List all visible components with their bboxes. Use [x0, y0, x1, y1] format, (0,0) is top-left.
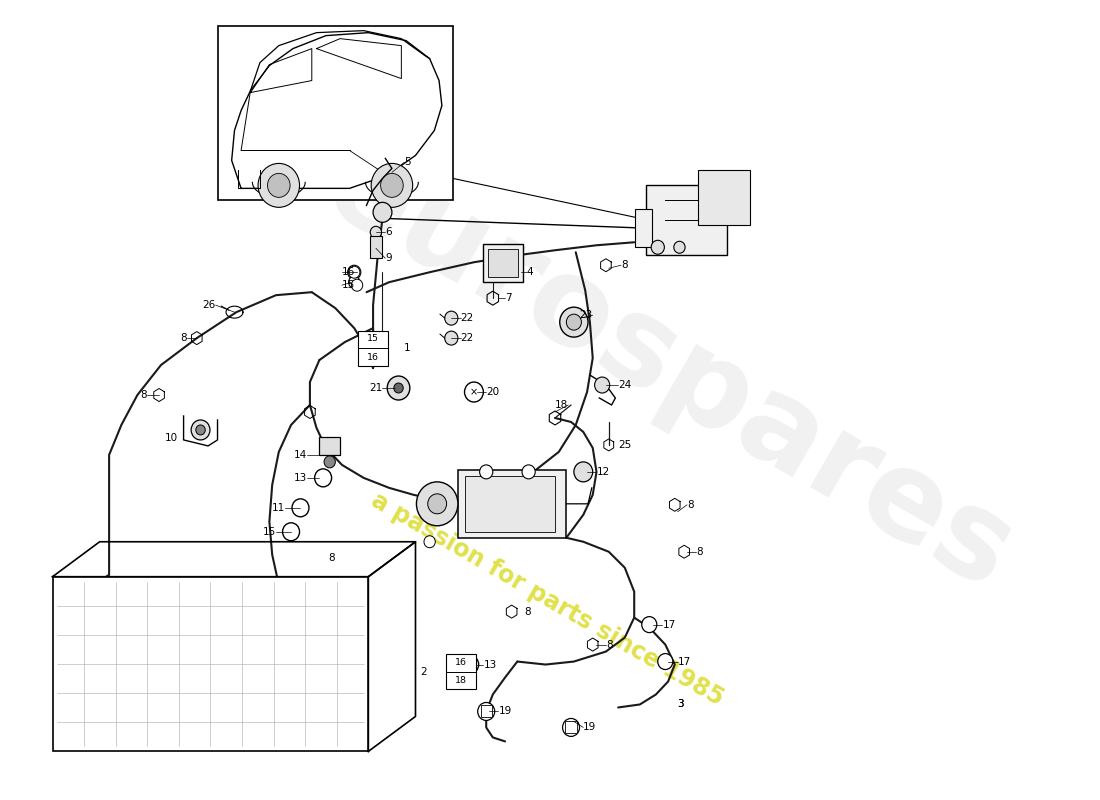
Circle shape: [477, 702, 495, 721]
Text: 3: 3: [678, 699, 684, 710]
Circle shape: [349, 276, 360, 288]
Bar: [458, 470, 566, 538]
Text: 16: 16: [367, 353, 380, 362]
Text: 15: 15: [367, 334, 380, 343]
Text: 18: 18: [454, 677, 466, 686]
Circle shape: [658, 654, 673, 670]
Bar: [483, 244, 522, 282]
Text: 20: 20: [486, 387, 499, 397]
Text: 16: 16: [454, 658, 466, 666]
Circle shape: [651, 240, 664, 254]
Text: 23: 23: [580, 310, 593, 320]
Text: 5: 5: [404, 158, 410, 167]
Circle shape: [428, 494, 447, 514]
Circle shape: [480, 465, 493, 479]
Text: ×: ×: [470, 387, 478, 397]
Circle shape: [348, 266, 361, 279]
Text: 24: 24: [618, 380, 631, 390]
Text: a passion for parts since 1985: a passion for parts since 1985: [367, 489, 728, 710]
Bar: [371, 236, 382, 258]
Text: 6: 6: [385, 227, 392, 238]
Circle shape: [381, 174, 404, 198]
Circle shape: [595, 377, 609, 393]
Text: 8: 8: [180, 333, 187, 343]
Circle shape: [324, 456, 336, 468]
Circle shape: [444, 331, 458, 345]
Text: 22: 22: [461, 333, 474, 343]
Text: 15: 15: [263, 526, 276, 537]
Text: 21: 21: [370, 383, 383, 393]
Text: 8: 8: [140, 390, 146, 400]
Text: 16: 16: [342, 267, 355, 278]
Bar: [481, 706, 492, 718]
Text: 4: 4: [527, 267, 534, 278]
Circle shape: [641, 617, 657, 633]
Text: 3: 3: [678, 699, 684, 710]
Circle shape: [387, 376, 410, 400]
Circle shape: [462, 655, 478, 674]
Bar: [465, 476, 556, 532]
Circle shape: [394, 383, 404, 393]
Text: 8: 8: [329, 553, 336, 562]
Text: 22: 22: [461, 313, 474, 323]
Text: 8: 8: [606, 639, 613, 650]
Circle shape: [315, 469, 331, 487]
Circle shape: [196, 425, 206, 435]
Circle shape: [562, 718, 580, 737]
Bar: [319, 437, 340, 455]
Text: 12: 12: [596, 467, 609, 477]
Circle shape: [464, 382, 483, 402]
Bar: [358, 330, 388, 366]
Text: 1: 1: [404, 343, 410, 353]
Text: 7: 7: [505, 293, 512, 303]
Text: 8: 8: [696, 546, 703, 557]
Text: 8: 8: [688, 500, 694, 510]
Circle shape: [371, 226, 382, 238]
Text: 10: 10: [165, 433, 178, 443]
Circle shape: [417, 482, 458, 526]
Text: eurospares: eurospares: [306, 126, 1034, 614]
Text: 11: 11: [272, 503, 285, 513]
Text: 9: 9: [385, 254, 392, 263]
Bar: [53, 577, 369, 751]
Text: 19: 19: [583, 722, 596, 733]
Circle shape: [424, 536, 436, 548]
Text: 15: 15: [342, 280, 355, 290]
Bar: [488, 250, 518, 278]
Bar: [698, 170, 750, 226]
Text: 13: 13: [483, 659, 496, 670]
Text: 2: 2: [420, 666, 427, 677]
Circle shape: [371, 163, 412, 207]
Text: 8: 8: [621, 260, 628, 270]
Circle shape: [560, 307, 588, 337]
Circle shape: [373, 202, 392, 222]
Text: 13: 13: [294, 473, 307, 483]
Bar: [218, 26, 453, 200]
Bar: [647, 186, 727, 255]
Circle shape: [349, 266, 360, 278]
Circle shape: [522, 465, 536, 479]
Circle shape: [191, 420, 210, 440]
Circle shape: [292, 499, 309, 517]
Circle shape: [574, 462, 593, 482]
Circle shape: [267, 174, 290, 198]
Text: 17: 17: [678, 657, 691, 666]
Text: 25: 25: [618, 440, 631, 450]
Text: 14: 14: [294, 450, 307, 460]
Text: 17: 17: [662, 620, 675, 630]
Bar: [565, 722, 576, 734]
Circle shape: [444, 311, 458, 325]
Text: 8: 8: [524, 606, 530, 617]
Text: 26: 26: [202, 300, 216, 310]
Text: 19: 19: [498, 706, 512, 717]
Circle shape: [351, 279, 363, 291]
Circle shape: [258, 163, 299, 207]
Circle shape: [566, 314, 582, 330]
Circle shape: [283, 522, 299, 541]
Bar: [446, 654, 476, 689]
Circle shape: [674, 242, 685, 254]
Text: 18: 18: [556, 400, 569, 410]
Bar: [635, 210, 652, 247]
